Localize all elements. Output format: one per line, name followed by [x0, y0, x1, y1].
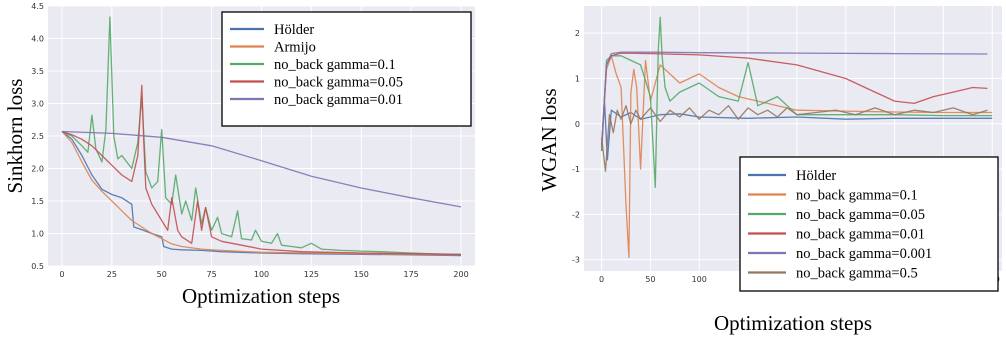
left-x-tick-label: 75 — [207, 270, 217, 279]
left-series-line-5 — [61, 130, 462, 208]
left-x-tick-label: 100 — [254, 270, 269, 279]
left-series-lines — [61, 16, 462, 257]
left-x-tick-label: 0 — [59, 270, 64, 279]
right-series-lines — [600, 16, 993, 259]
left-y-tick-label: 2.5 — [31, 132, 44, 141]
left-legend-label-1: Hölder — [274, 22, 314, 38]
left-y-axis-label: Sinkhorn loss — [3, 79, 27, 194]
right-y-tick-label: -1 — [572, 165, 580, 174]
left-y-ticks: 0.5 1.0 1.5 2.0 2.5 3.0 3.5 4.0 4.5 — [31, 2, 44, 271]
right-y-tick-label: -3 — [572, 256, 580, 265]
left-y-tick-label: 0.5 — [31, 262, 44, 271]
left-legend-label-5: no_back gamma=0.01 — [274, 92, 403, 108]
left-series-line-3 — [61, 16, 462, 256]
left-chart: 0 25 50 75 100 125 150 175 200 0.5 1.0 1.5 2.0 2.5 3.… — [3, 2, 475, 308]
right-legend-label-3: no_back gamma=0.05 — [796, 207, 925, 223]
right-legend-entries: Hölder no_back gamma=0.1 no_back gamma=0.0… — [748, 168, 932, 282]
right-y-tick-label: 2 — [575, 29, 580, 38]
left-y-tick-label: 4.5 — [31, 2, 44, 11]
right-legend-label-6: no_back gamma=0.5 — [796, 266, 918, 282]
right-legend-label-4: no_back gamma=0.01 — [796, 227, 925, 243]
left-series-line-1 — [61, 130, 462, 257]
right-series-line-4 — [600, 52, 988, 147]
left-x-ticks: 0 25 50 75 100 125 150 175 200 — [59, 270, 468, 279]
left-x-tick-label: 50 — [157, 270, 167, 279]
right-x-tick-label: 50 — [645, 275, 655, 284]
left-x-axis-label: Optimization steps — [182, 284, 340, 308]
left-y-tick-label: 1.5 — [31, 197, 44, 206]
right-legend-label-5: no_back gamma=0.001 — [796, 246, 932, 262]
right-legend-label-1: Hölder — [796, 168, 836, 184]
left-y-tick-label: 4.0 — [31, 35, 44, 44]
right-x-tick-label: 100 — [692, 275, 707, 284]
right-x-tick-label: 0 — [599, 275, 604, 284]
left-x-tick-label: 200 — [453, 270, 468, 279]
right-y-tick-label: 0 — [575, 120, 580, 129]
right-y-ticks: -3 -2 -1 0 1 2 — [572, 29, 580, 264]
left-y-tick-label: 2.0 — [31, 165, 44, 174]
right-y-tick-label: -2 — [572, 210, 580, 219]
left-y-tick-label: 3.0 — [31, 100, 44, 109]
right-y-axis-label: WGAN loss — [537, 88, 561, 191]
left-series-line-4 — [61, 84, 462, 255]
right-legend-box — [739, 156, 999, 292]
right-legend-label-2: no_back gamma=0.1 — [796, 188, 918, 204]
right-y-tick-label: 1 — [575, 74, 580, 83]
left-x-tick-label: 175 — [404, 270, 419, 279]
right-legend: Hölder no_back gamma=0.1 no_back gamma=0.0… — [739, 156, 999, 292]
left-y-tick-label: 1.0 — [31, 230, 44, 239]
left-series-line-2 — [61, 131, 462, 256]
left-legend-label-4: no_back gamma=0.05 — [274, 75, 403, 91]
right-series-line-1 — [600, 100, 993, 161]
left-legend-label-2: Armijo — [274, 40, 316, 56]
left-x-tick-label: 25 — [107, 270, 117, 279]
left-x-tick-label: 150 — [354, 270, 369, 279]
left-legend-label-3: no_back gamma=0.1 — [274, 57, 396, 73]
right-x-axis-label: Optimization steps — [714, 311, 872, 335]
left-x-tick-label: 125 — [304, 270, 319, 279]
left-y-tick-label: 3.5 — [31, 67, 44, 76]
right-series-line-6 — [600, 105, 988, 172]
left-legend-box — [221, 11, 472, 127]
right-series-line-5 — [600, 51, 988, 147]
